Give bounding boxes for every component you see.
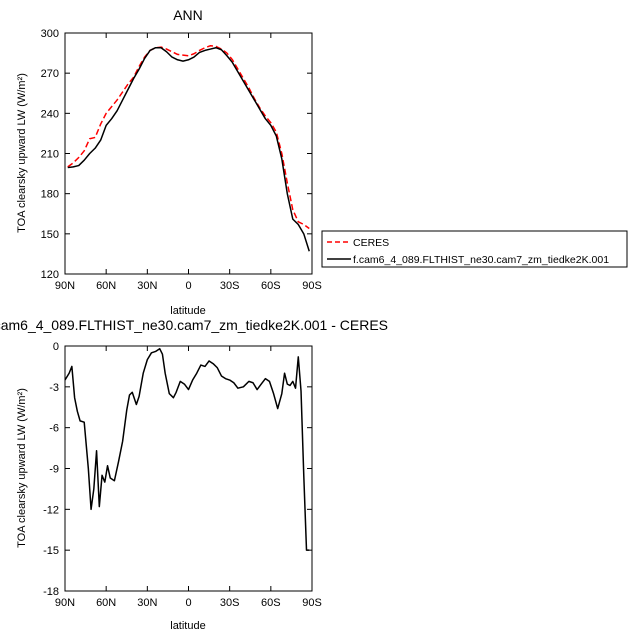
legend-label-ceres: CERES [353, 237, 389, 249]
top-ytick-label: 210 [41, 149, 59, 161]
bottom-chart-panel: f.cam6_4_089.FLTHIST_ne30.cam7_zm_tiedke… [0, 317, 388, 632]
legend: CERES f.cam6_4_089.FLTHIST_ne30.cam7_zm_… [321, 230, 628, 268]
top-series-line-ceres [67, 44, 310, 230]
top-chart-title: ANN [173, 7, 203, 23]
bottom-ytick-label: -12 [43, 504, 59, 516]
top-chart-frame [64, 32, 313, 275]
legend-label-model: f.cam6_4_089.FLTHIST_ne30.cam7_zm_tiedke… [353, 254, 609, 266]
bottom-chart-xlabel: latitude [170, 620, 205, 632]
bottom-ytick-label: -18 [43, 586, 59, 598]
top-xtick-label: 90S [302, 280, 322, 292]
top-ytick-label: 180 [41, 189, 59, 201]
bottom-xtick-label: 90N [55, 597, 75, 609]
top-xtick-label: 60N [96, 280, 116, 292]
bottom-xtick-label: 0 [185, 597, 191, 609]
top-chart-ylabel: TOA clearsky upward LW (W/m²) [16, 73, 28, 233]
legend-box [321, 230, 628, 268]
bottom-ytick-label: -15 [43, 545, 59, 557]
bottom-chart-ylabel: TOA clearsky upward LW (W/m²) [16, 388, 28, 548]
bottom-ytick-label: -9 [49, 464, 59, 476]
top-xtick-label: 30S [220, 280, 240, 292]
bottom-ytick-label: -6 [49, 423, 59, 435]
top-chart-panel: ANN TOA clearsky upward LW (W/m²) latitu… [16, 7, 322, 317]
bottom-chart-frame [64, 345, 313, 592]
bottom-ytick-label: -3 [49, 382, 59, 394]
top-ytick-label: 270 [41, 68, 59, 80]
bottom-ytick-label: 0 [53, 341, 59, 353]
top-xtick-label: 0 [185, 280, 191, 292]
top-ytick-label: 120 [41, 269, 59, 281]
bottom-chart-title: f.cam6_4_089.FLTHIST_ne30.cam7_zm_tiedke… [0, 317, 388, 333]
bottom-xtick-label: 60N [96, 597, 116, 609]
bottom-xtick-label: 30N [137, 597, 157, 609]
top-series-line-f-cam6-4-089-flthist-ne30-cam7-zm-tiedke2k-001 [67, 46, 310, 252]
bottom-xtick-label: 60S [261, 597, 281, 609]
bottom-series-line-0 [64, 347, 310, 551]
top-xtick-label: 60S [261, 280, 281, 292]
bottom-xtick-label: 90S [302, 597, 322, 609]
top-ytick-label: 240 [41, 108, 59, 120]
top-chart-xlabel: latitude [170, 305, 205, 317]
top-ytick-label: 300 [41, 28, 59, 40]
bottom-xtick-label: 30S [220, 597, 240, 609]
top-ytick-label: 150 [41, 229, 59, 241]
top-xtick-label: 30N [137, 280, 157, 292]
top-xtick-label: 90N [55, 280, 75, 292]
